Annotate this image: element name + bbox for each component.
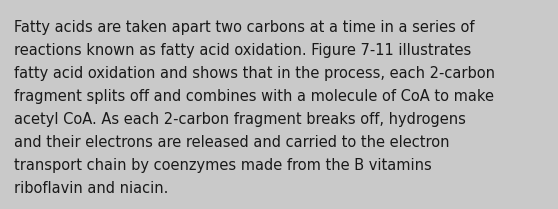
Text: transport chain by coenzymes made from the B vitamins: transport chain by coenzymes made from t…: [14, 158, 432, 173]
Text: Fatty acids are taken apart two carbons at a time in a series of: Fatty acids are taken apart two carbons …: [14, 20, 474, 35]
Text: riboflavin and niacin.: riboflavin and niacin.: [14, 181, 169, 196]
Text: fatty acid oxidation and shows that in the process, each 2-carbon: fatty acid oxidation and shows that in t…: [14, 66, 495, 81]
Text: fragment splits off and combines with a molecule of CoA to make: fragment splits off and combines with a …: [14, 89, 494, 104]
Text: reactions known as fatty acid oxidation. Figure 7-11 illustrates: reactions known as fatty acid oxidation.…: [14, 43, 472, 58]
Text: acetyl CoA. As each 2-carbon fragment breaks off, hydrogens: acetyl CoA. As each 2-carbon fragment br…: [14, 112, 466, 127]
Text: and their electrons are released and carried to the electron: and their electrons are released and car…: [14, 135, 450, 150]
